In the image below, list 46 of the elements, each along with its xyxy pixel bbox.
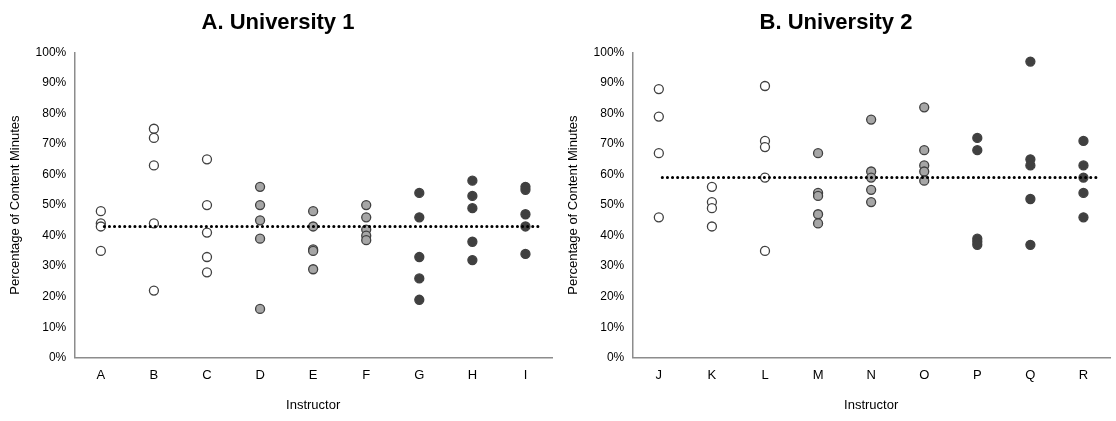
y-tick-label: 30% <box>42 258 67 273</box>
x-tick-label: K <box>707 367 717 383</box>
x-axis-title: Instructor <box>844 396 899 412</box>
x-tick-label: I <box>523 367 528 383</box>
y-tick-label: 20% <box>600 289 625 304</box>
y-tick-label: 80% <box>42 105 67 120</box>
y-tick-label: 90% <box>600 75 625 90</box>
y-tick-label: 10% <box>42 319 67 334</box>
x-tick-label: D <box>255 367 265 383</box>
chart-title: B. University 2 <box>759 9 913 35</box>
x-tick-label: M <box>812 367 824 383</box>
y-tick-label: 20% <box>42 289 67 304</box>
y-axis-title: Percentage of Content Minutes <box>565 115 581 295</box>
y-tick-label: 50% <box>42 197 67 212</box>
y-tick-label: 60% <box>42 166 67 181</box>
y-tick-label: 0% <box>606 350 625 365</box>
y-tick-label: 30% <box>600 258 625 273</box>
x-tick-label: R <box>1078 367 1089 383</box>
x-tick-label: E <box>308 367 318 383</box>
y-tick-label: 100% <box>35 44 67 59</box>
y-tick-label: 100% <box>593 44 625 59</box>
x-tick-label: G <box>414 367 425 383</box>
y-tick-label: 70% <box>42 136 67 151</box>
x-tick-label: C <box>202 367 212 383</box>
x-tick-label: O <box>919 367 930 383</box>
x-tick-label: P <box>972 367 982 383</box>
x-tick-label: L <box>761 367 769 383</box>
x-tick-label: J <box>655 367 663 383</box>
x-tick-label: H <box>467 367 478 383</box>
y-tick-label: 70% <box>600 136 625 151</box>
x-tick-label: Q <box>1025 367 1036 383</box>
chart-title: A. University 1 <box>201 9 355 35</box>
y-tick-label: 50% <box>600 197 625 212</box>
y-tick-label: 40% <box>42 227 67 242</box>
x-tick-label: F <box>362 367 371 383</box>
x-tick-label: N <box>866 367 876 383</box>
x-axis-title: Instructor <box>286 396 341 412</box>
y-axis-title: Percentage of Content Minutes <box>7 115 23 295</box>
x-tick-label: B <box>149 367 159 383</box>
y-tick-label: 40% <box>600 227 625 242</box>
x-tick-label: A <box>96 367 106 383</box>
y-tick-label: 90% <box>42 75 67 90</box>
y-tick-label: 60% <box>600 166 625 181</box>
y-tick-label: 80% <box>600 105 625 120</box>
y-tick-label: 0% <box>48 350 67 365</box>
y-tick-label: 10% <box>600 319 625 334</box>
